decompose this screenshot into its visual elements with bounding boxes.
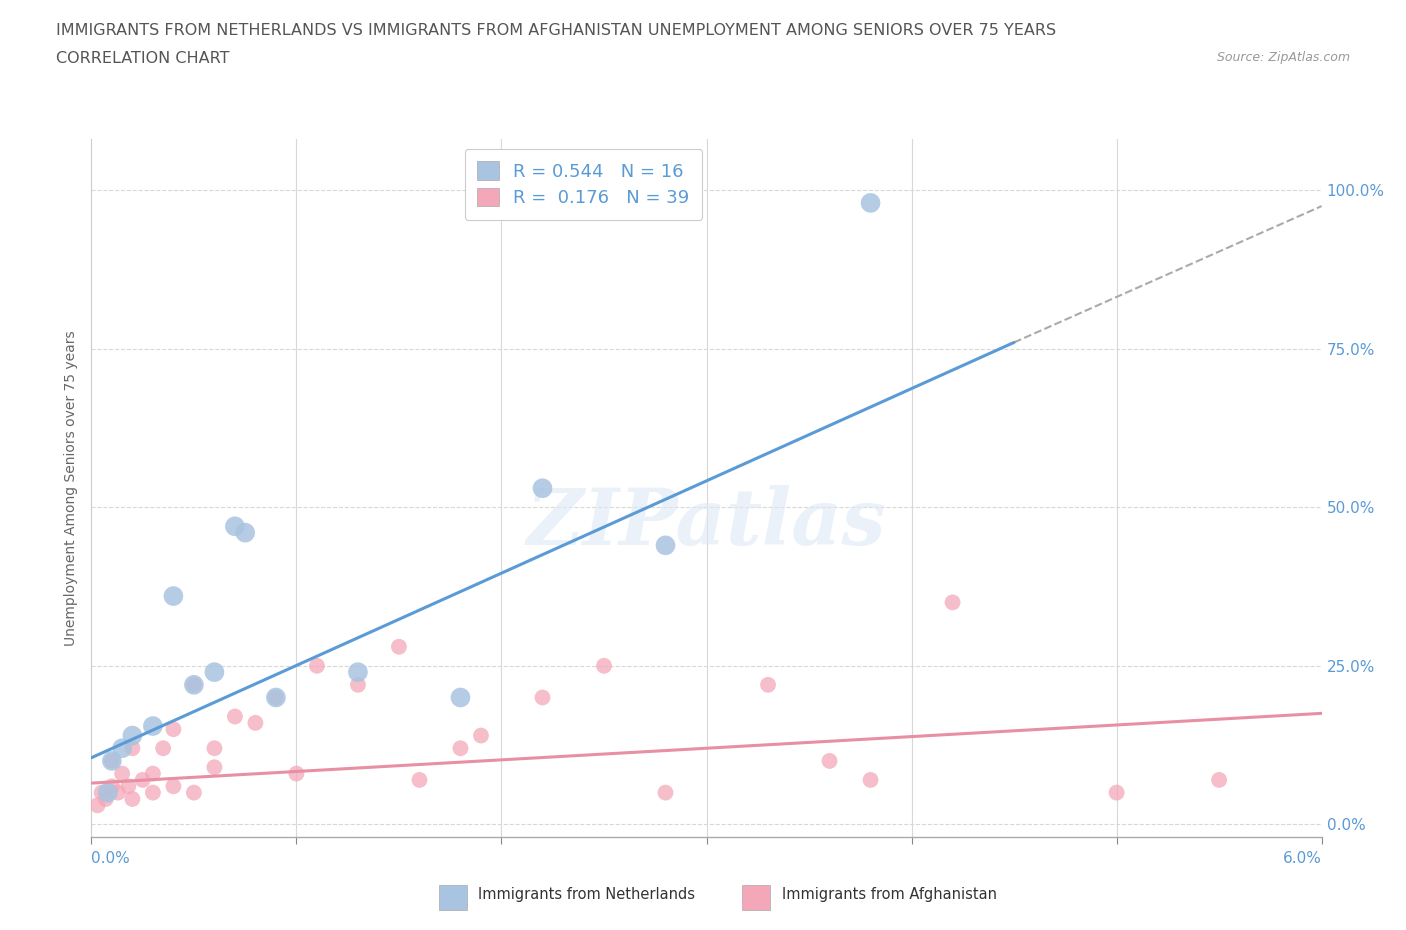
Point xyxy=(101,778,124,793)
Point xyxy=(408,773,430,788)
Point xyxy=(347,677,370,692)
Point xyxy=(111,741,134,756)
Point xyxy=(202,741,225,756)
Point xyxy=(121,741,143,756)
Point xyxy=(264,690,287,705)
Text: Immigrants from Afghanistan: Immigrants from Afghanistan xyxy=(782,887,997,902)
Point xyxy=(90,785,112,800)
Point xyxy=(183,677,205,692)
Point xyxy=(264,690,287,705)
Text: ZIPatlas: ZIPatlas xyxy=(527,485,886,562)
Point xyxy=(859,773,882,788)
Point xyxy=(285,766,308,781)
Point xyxy=(107,785,129,800)
Point xyxy=(347,665,370,680)
Point xyxy=(121,791,143,806)
Point xyxy=(245,715,267,730)
Point xyxy=(1208,773,1230,788)
Point xyxy=(97,785,120,800)
Point xyxy=(233,525,256,540)
Point xyxy=(859,195,882,210)
Point xyxy=(224,709,246,724)
Text: CORRELATION CHART: CORRELATION CHART xyxy=(56,51,229,66)
Point xyxy=(531,690,554,705)
Point xyxy=(756,677,779,692)
Legend: R = 0.544   N = 16, R =  0.176   N = 39: R = 0.544 N = 16, R = 0.176 N = 39 xyxy=(464,149,703,219)
Point xyxy=(531,481,554,496)
Point xyxy=(86,798,108,813)
Point xyxy=(818,753,841,768)
Point xyxy=(142,719,165,734)
Text: Source: ZipAtlas.com: Source: ZipAtlas.com xyxy=(1216,51,1350,64)
Point xyxy=(142,766,165,781)
Point xyxy=(94,791,117,806)
Point xyxy=(117,778,139,793)
Point xyxy=(305,658,328,673)
Point xyxy=(224,519,246,534)
Point xyxy=(131,773,153,788)
Point xyxy=(449,690,471,705)
Point xyxy=(183,677,205,692)
Point xyxy=(142,785,165,800)
Y-axis label: Unemployment Among Seniors over 75 years: Unemployment Among Seniors over 75 years xyxy=(65,330,79,646)
Point xyxy=(101,753,124,768)
Point xyxy=(152,741,174,756)
Text: Immigrants from Netherlands: Immigrants from Netherlands xyxy=(478,887,695,902)
Point xyxy=(942,595,965,610)
Point xyxy=(121,728,143,743)
Point xyxy=(202,665,225,680)
Point xyxy=(202,760,225,775)
Point xyxy=(162,722,184,737)
Point xyxy=(162,589,184,604)
Point xyxy=(449,741,471,756)
Point xyxy=(470,728,492,743)
Text: IMMIGRANTS FROM NETHERLANDS VS IMMIGRANTS FROM AFGHANISTAN UNEMPLOYMENT AMONG SE: IMMIGRANTS FROM NETHERLANDS VS IMMIGRANT… xyxy=(56,23,1056,38)
Point xyxy=(388,639,411,654)
Point xyxy=(101,753,124,768)
Point xyxy=(654,785,676,800)
Point xyxy=(593,658,616,673)
Point xyxy=(162,778,184,793)
Text: 6.0%: 6.0% xyxy=(1282,851,1322,866)
Text: 0.0%: 0.0% xyxy=(91,851,131,866)
Point xyxy=(111,766,134,781)
Point xyxy=(1105,785,1128,800)
Point xyxy=(183,785,205,800)
Point xyxy=(654,538,676,552)
